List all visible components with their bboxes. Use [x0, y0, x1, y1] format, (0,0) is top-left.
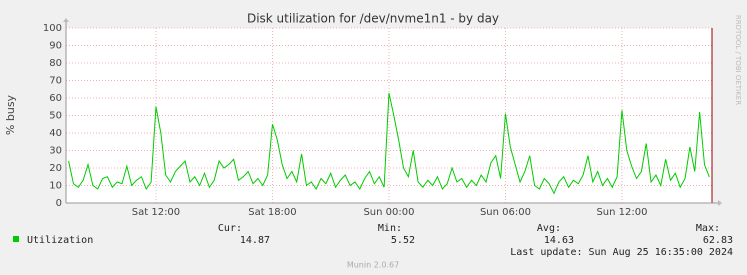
stat-label: Avg:	[537, 223, 561, 234]
y-tick-label: 100	[43, 23, 62, 34]
stat-value: 62.83	[703, 235, 733, 246]
stat-value: 14.63	[544, 235, 574, 246]
stat-label: Max:	[696, 223, 720, 234]
stat-label: Cur:	[218, 223, 242, 234]
y-tick-label: 80	[49, 58, 62, 69]
y-tick-label: 20	[49, 163, 62, 174]
x-tick-label: Sun 12:00	[596, 207, 647, 218]
x-tick-label: Sun 06:00	[480, 207, 531, 218]
legend: Utilization Cur:14.87 Min:5.52 Avg:14.63 Max…	[13, 223, 733, 246]
data-line	[68, 92, 710, 195]
footer: Munin 2.0.67	[347, 261, 399, 270]
y-tick-label: 60	[49, 93, 62, 104]
x-axis-arrow	[718, 200, 722, 206]
y-tick-label: 90	[49, 41, 62, 52]
last-update: Last update: Sun Aug 25 16:35:00 2024	[510, 247, 733, 258]
y-tick-label: 30	[49, 146, 62, 157]
x-tick-label: Sun 00:00	[363, 207, 414, 218]
y-axis-arrow	[63, 18, 69, 22]
stat-label: Min:	[378, 223, 402, 234]
watermark: RRDTOOL / TOBI OETIKER	[734, 15, 742, 105]
stat-value: 5.52	[391, 235, 415, 246]
y-tick-label: 40	[49, 128, 62, 139]
stat-value: 14.87	[240, 235, 270, 246]
y-tick-label: 0	[56, 198, 62, 209]
y-axis-label: % busy	[4, 94, 17, 135]
marks	[68, 92, 710, 195]
legend-swatch	[13, 236, 19, 242]
y-tick-label: 70	[49, 76, 62, 87]
legend-label: Utilization	[27, 235, 93, 246]
y-tick-label: 10	[49, 181, 62, 192]
y-tick-label: 50	[49, 111, 62, 122]
x-tick-label: Sat 12:00	[132, 207, 180, 218]
chart-title: Disk utilization for /dev/nvme1n1 - by d…	[247, 12, 499, 26]
x-tick-label: Sat 18:00	[248, 207, 296, 218]
